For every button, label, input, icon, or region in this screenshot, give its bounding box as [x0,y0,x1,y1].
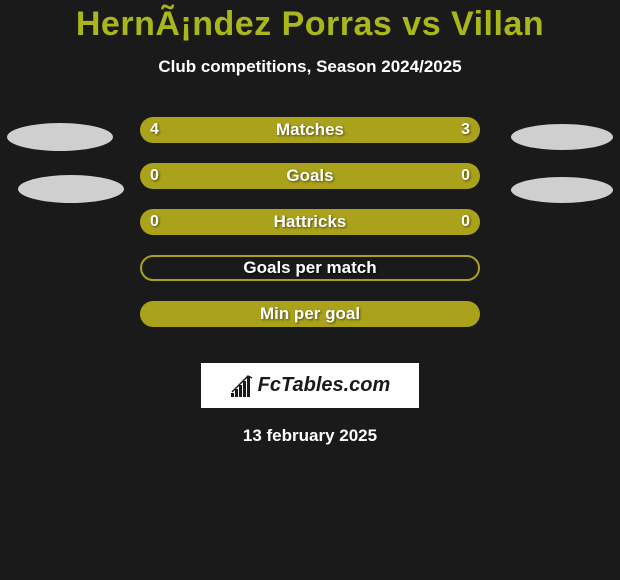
stat-label: Goals per match [243,258,376,278]
stat-value-left: 0 [150,213,159,231]
stat-bar: Min per goal [140,301,480,327]
stat-bar: 4 Matches 3 [140,117,480,143]
stat-label: Hattricks [274,212,347,232]
stat-label: Min per goal [260,304,360,324]
comparison-page: HernÃ¡ndez Porras vs Villan Club competi… [0,0,620,580]
stat-row-min-per-goal: Min per goal [0,301,620,347]
stat-bar: 0 Hattricks 0 [140,209,480,235]
stat-bar: 0 Goals 0 [140,163,480,189]
stat-row-hattricks: 0 Hattricks 0 [0,209,620,255]
stat-row-goals: 0 Goals 0 [0,163,620,209]
stat-bar: Goals per match [140,255,480,281]
fctables-logo: FcTables.com [201,363,419,408]
bar-chart-icon [230,375,256,397]
logo-text: FcTables.com [258,374,391,397]
stat-value-left: 4 [150,121,159,139]
page-title: HernÃ¡ndez Porras vs Villan [0,6,620,43]
page-subtitle: Club competitions, Season 2024/2025 [0,57,620,77]
stats-container: 4 Matches 3 0 Goals 0 0 Hattricks 0 Goal… [0,117,620,347]
stat-row-goals-per-match: Goals per match [0,255,620,301]
footer-date: 13 february 2025 [0,426,620,446]
stat-value-right: 0 [461,167,470,185]
stat-label: Matches [276,120,344,140]
stat-value-left: 0 [150,167,159,185]
stat-value-right: 3 [461,121,470,139]
stat-row-matches: 4 Matches 3 [0,117,620,163]
stat-label: Goals [286,166,333,186]
stat-value-right: 0 [461,213,470,231]
